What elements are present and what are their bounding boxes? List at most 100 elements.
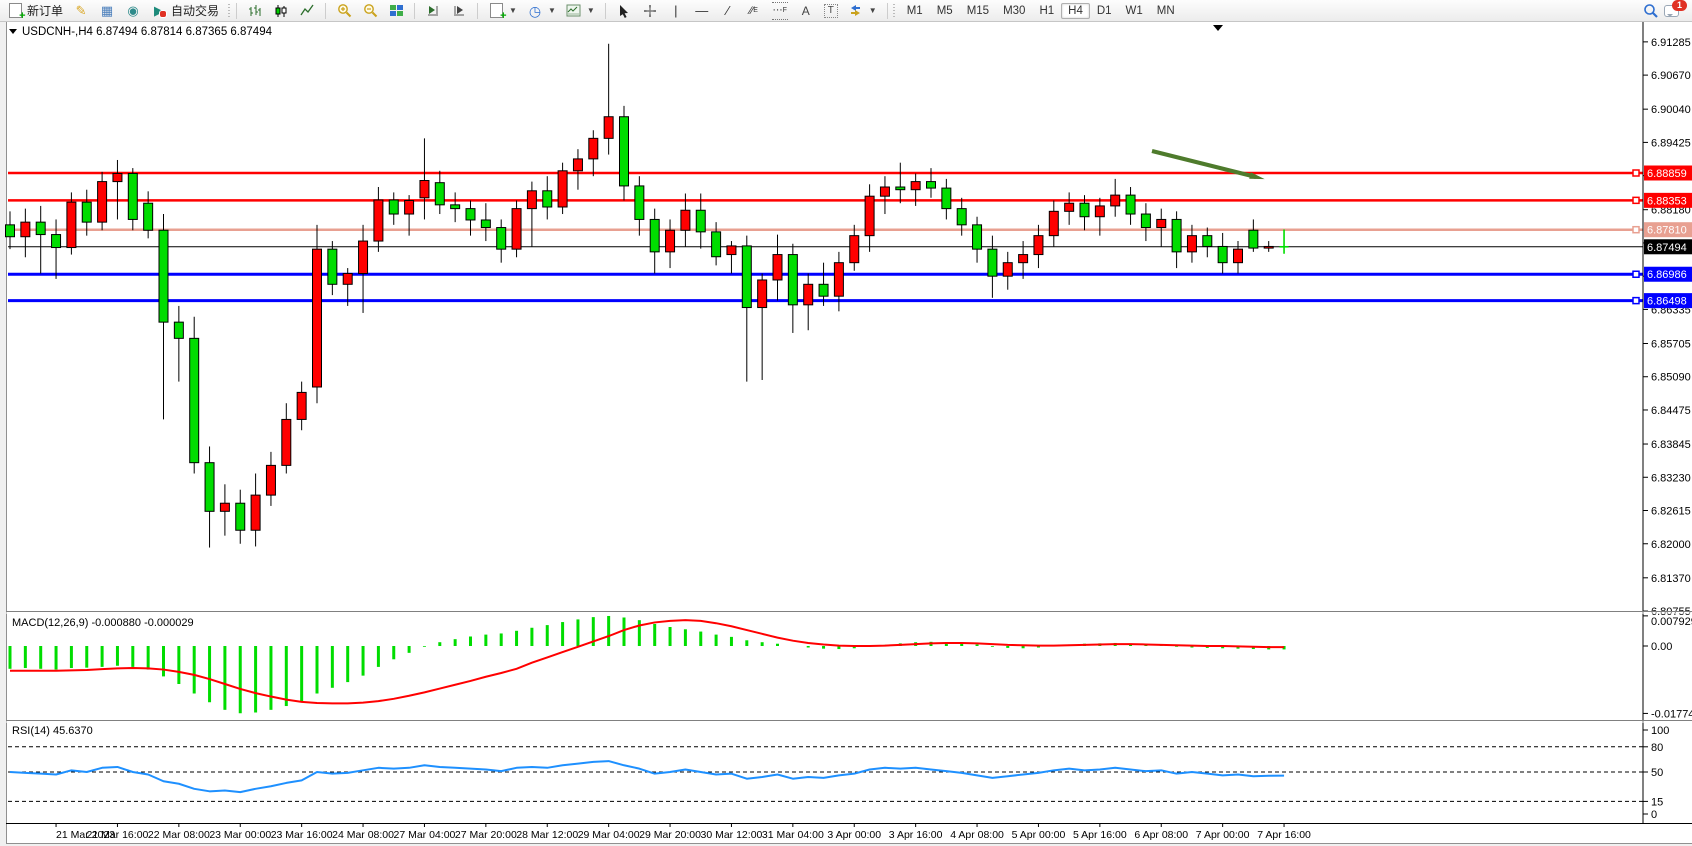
horizontal-line-button[interactable]: —	[689, 1, 715, 21]
chart-shift-button[interactable]	[446, 1, 472, 21]
timeframe-h4[interactable]: H4	[1061, 2, 1090, 19]
candle-body	[66, 201, 77, 249]
candle-body	[480, 219, 491, 229]
hline-handle[interactable]	[1632, 225, 1640, 234]
trendline-button[interactable]: ∕	[715, 1, 741, 21]
candle-body	[434, 182, 445, 206]
price-axis[interactable]: 6.912856.906706.900406.894256.888106.881…	[1642, 22, 1692, 823]
timeframe-mn[interactable]: MN	[1156, 4, 1175, 17]
candle-body	[741, 245, 752, 309]
timeframe-d1[interactable]: D1	[1096, 4, 1112, 17]
search-button[interactable]	[1638, 1, 1664, 21]
candlestick-chart-button[interactable]	[268, 1, 294, 21]
candle-body	[419, 180, 430, 199]
signal-button[interactable]: ◉	[120, 1, 146, 21]
candle-body	[941, 187, 952, 210]
zoom-group	[329, 1, 411, 21]
auto-scroll-icon	[425, 3, 441, 19]
candle-body	[450, 204, 461, 210]
candle-body	[803, 283, 814, 306]
auto-trading-icon: ▶	[151, 3, 168, 19]
notifications-button[interactable]: 1	[1664, 0, 1687, 19]
periods-dropdown[interactable]: ◷ ▼	[522, 1, 561, 21]
candle-body	[173, 321, 184, 339]
auto-trading-label: 自动交易	[171, 3, 220, 18]
line-chart-button[interactable]	[294, 1, 320, 21]
shapes-dropdown[interactable]: ▼	[843, 1, 882, 21]
main-chart-panel[interactable]	[5, 43, 1644, 548]
price-tick-label: 6.90040	[1651, 104, 1691, 116]
tile-windows-button[interactable]	[383, 1, 409, 21]
candle-body	[250, 494, 261, 531]
rsi-panel[interactable]: RSI(14) 45.6370 100 80 50 150	[8, 725, 1669, 821]
auto-scroll-button[interactable]	[420, 1, 446, 21]
zoom-out-button[interactable]	[357, 1, 383, 21]
time-tick-label: 3 Apr 00:00	[827, 829, 881, 841]
timeframe-w1[interactable]: W1	[1125, 4, 1143, 17]
auto-trading-button[interactable]: ▶ 自动交易	[146, 1, 224, 21]
timeframe-h1[interactable]: H1	[1039, 4, 1055, 17]
templates-dropdown[interactable]: ▼	[561, 1, 600, 21]
crosshair-button[interactable]	[637, 1, 663, 21]
horizontal-line-objects[interactable]	[8, 169, 1643, 305]
time-tick-label: 3 Apr 16:00	[889, 829, 943, 841]
vertical-line-button[interactable]: |	[663, 1, 689, 21]
candle-body	[1018, 254, 1029, 264]
new-order-button[interactable]: + 新订单	[2, 1, 68, 22]
macd-panel[interactable]: MACD(12,26,9) -0.000880 -0.000029 0.00792…	[8, 615, 1692, 721]
macd-signal-line	[10, 619, 1285, 705]
time-tick-label: 6 Apr 08:00	[1134, 829, 1188, 841]
candle-body	[649, 218, 660, 253]
candle-body	[1033, 235, 1044, 256]
price-badge-text: 6.88859	[1647, 168, 1687, 180]
text-label-button[interactable]: T	[819, 1, 843, 21]
timeframe-m1[interactable]: M1	[906, 4, 923, 17]
candle-body	[1125, 194, 1136, 215]
zoom-out-icon	[362, 3, 378, 19]
time-tick-label: 31 Mar 04:00	[762, 829, 824, 841]
highlighter-button[interactable]: ✎	[68, 1, 94, 21]
equidistant-channel-button[interactable]: ∕∕ E	[741, 1, 767, 21]
price-tick-label: 6.89425	[1651, 137, 1691, 149]
time-tick-label: 29 Mar 20:00	[639, 829, 701, 841]
hline-handle[interactable]	[1632, 270, 1640, 278]
candle-body	[1186, 235, 1197, 253]
candle-body	[1171, 218, 1182, 253]
hline-handle[interactable]	[1632, 296, 1640, 305]
fibonacci-button[interactable]: ⋯ F	[767, 1, 793, 21]
candle-body	[112, 172, 123, 183]
hline-handle[interactable]	[1632, 169, 1640, 177]
symbol-label: USDCNH-,H4 6.87494 6.87814 6.87365 6.874…	[22, 26, 273, 38]
bar-chart-button[interactable]	[242, 1, 268, 21]
rsi-line	[9, 760, 1285, 794]
chart-window-button[interactable]: ▦	[94, 1, 120, 21]
zoom-in-button[interactable]	[331, 1, 357, 21]
new-order-icon: +	[7, 3, 26, 22]
arrow-annotation[interactable]	[1151, 149, 1265, 180]
time-tick-label: 28 Mar 12:00	[516, 829, 578, 841]
timeframe-m5[interactable]: M5	[936, 4, 953, 17]
chart-template-icon	[566, 3, 582, 19]
cursor-button[interactable]	[611, 1, 637, 21]
trade-group: + 新订单 ✎ ▦ ◉ ▶ 自动交易	[0, 1, 226, 22]
price-badge-text: 6.87494	[1647, 242, 1687, 254]
candle-body	[404, 200, 415, 215]
candle-body	[219, 502, 230, 512]
timeframe-m15[interactable]: M15	[966, 4, 990, 17]
rsi-axis-label: 50	[1651, 767, 1663, 779]
candlestick-chart-icon	[273, 3, 289, 19]
new-chart-dropdown[interactable]: + ▼	[483, 1, 522, 22]
macd-label: MACD(12,26,9) -0.000880 -0.000029	[12, 617, 194, 629]
timeframe-m30[interactable]: M30	[1003, 4, 1026, 17]
price-badge-text: 6.88353	[1647, 195, 1687, 207]
chart-shift-marker[interactable]	[1213, 25, 1223, 31]
hline-handle[interactable]	[1632, 196, 1640, 205]
toolbar: + 新订单 ✎ ▦ ◉ ▶ 自动交易	[0, 0, 1692, 22]
candle-body	[5, 224, 15, 238]
text-button[interactable]: A	[793, 1, 819, 21]
candle-body	[358, 240, 369, 274]
symbol-collapse-icon[interactable]	[9, 29, 17, 34]
